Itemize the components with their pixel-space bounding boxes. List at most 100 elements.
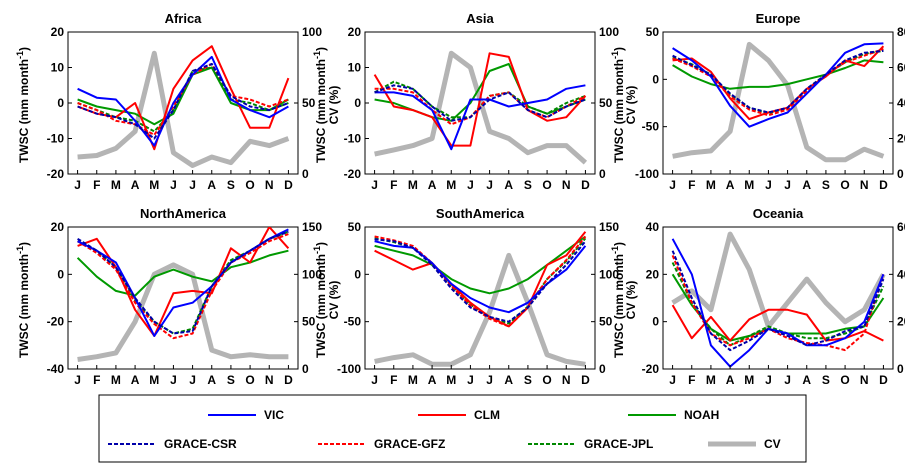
x-tick-label: S [822,178,830,192]
x-tick-label: A [802,178,811,192]
x-tick-label: S [822,373,830,387]
series-line-clm [374,231,587,328]
y2-tick-label: 60 [897,61,905,75]
x-tick-label: M [446,178,456,192]
y-tick-label: 10 [348,61,362,75]
series-line-cv [77,262,289,362]
x-tick-label: F [688,178,695,192]
legend: VIC CLM NOAH GRACE-CSR GRACE-GFZ GRACE-JPL CV [98,394,807,463]
series-line-cv [374,252,586,367]
x-tick-label: O [245,178,254,192]
y2-tick-label: 100 [599,267,619,281]
x-tick-label: S [227,373,235,387]
series-line-grace-csr [77,63,289,140]
x-tick-label: J [371,178,378,192]
x-tick-label: N [860,373,869,387]
x-tick-label: A [726,178,735,192]
y2-axis-label: CV (%) [624,86,638,125]
x-tick-label: F [390,373,397,387]
x-tick-label: S [524,178,532,192]
y-tick-label: 0 [354,96,361,110]
y-axis-label: TWSC (mm month-1) [15,242,31,358]
y-tick-label: -10 [344,132,362,146]
y-tick-label: 0 [652,72,659,86]
panel-title: Africa [165,11,203,26]
y2-tick-label: 0 [897,167,904,181]
legend-item-grace-gfz: GRACE-GFZ [318,437,445,451]
legend-label: GRACE-CSR [164,437,237,451]
x-tick-label: J [669,373,676,387]
x-tick-label: S [227,178,235,192]
y-tick-label: 0 [57,267,64,281]
y2-tick-label: 50 [599,96,613,110]
y-tick-label: 40 [646,220,660,234]
x-tick-label: J [784,373,791,387]
series-group [374,231,587,367]
series-line-vic [374,84,586,151]
y-tick-label: 20 [646,267,660,281]
series-line-cv [77,50,290,168]
y2-tick-label: 150 [302,220,322,234]
y-tick-label: -20 [344,167,362,181]
legend-item-cv: CV [708,437,781,451]
y-tick-label: -100 [337,362,361,376]
series-line-noah [77,66,289,126]
y-tick-label: 50 [646,25,660,39]
series-group [671,231,886,368]
series-group [77,45,290,168]
y-tick-label: 20 [51,25,65,39]
legend-item-grace-csr: GRACE-CSR [108,437,237,451]
x-tick-label: A [504,178,513,192]
x-tick-label: D [284,373,293,387]
y2-tick-label: 100 [302,25,322,39]
panel-title: SouthAmerica [436,206,525,221]
x-tick-label: A [207,373,216,387]
y2-axis-label: CV (%) [624,281,638,320]
y2-tick-label: 100 [302,267,322,281]
y-axis-label: TWSC (mm month-1) [15,47,31,163]
x-tick-label: M [111,373,121,387]
x-tick-label: D [581,178,590,192]
series-line-clm [671,304,884,342]
panel-title: Asia [466,11,494,26]
x-tick-label: M [706,373,716,387]
y2-tick-label: 50 [302,96,316,110]
series-line-grace-csr [672,49,884,114]
legend-label: CLM [474,408,500,422]
y-tick-label: -40 [47,362,65,376]
y-axis-label: TWSC (mm month-1) [312,242,328,358]
x-tick-label: O [245,373,254,387]
x-tick-label: M [408,178,418,192]
legend-item-vic: VIC [208,408,284,422]
x-tick-label: J [486,178,493,192]
x-tick-label: A [428,178,437,192]
y-tick-label: -20 [47,167,65,181]
series-line-grace-gfz [77,63,289,136]
legend-label: GRACE-GFZ [374,437,445,451]
panel-title: Europe [756,11,801,26]
y2-tick-label: 150 [599,220,619,234]
x-tick-label: O [542,373,551,387]
y-tick-label: -20 [642,362,660,376]
x-tick-label: D [879,373,888,387]
series-line-grace-csr [77,230,289,335]
series-line-vic [671,238,885,368]
y-tick-label: 0 [57,96,64,110]
x-tick-label: J [189,373,196,387]
x-tick-label: F [390,178,397,192]
x-tick-label: S [524,373,532,387]
y-tick-label: 0 [354,267,361,281]
y-tick-label: 50 [348,220,362,234]
legend-item-noah: NOAH [628,408,719,422]
x-tick-label: J [669,178,676,192]
x-tick-label: D [284,178,293,192]
x-tick-label: A [207,178,216,192]
series-group [76,227,290,362]
y2-tick-label: 80 [897,25,905,39]
x-tick-label: A [802,373,811,387]
series-line-cv [672,41,885,163]
